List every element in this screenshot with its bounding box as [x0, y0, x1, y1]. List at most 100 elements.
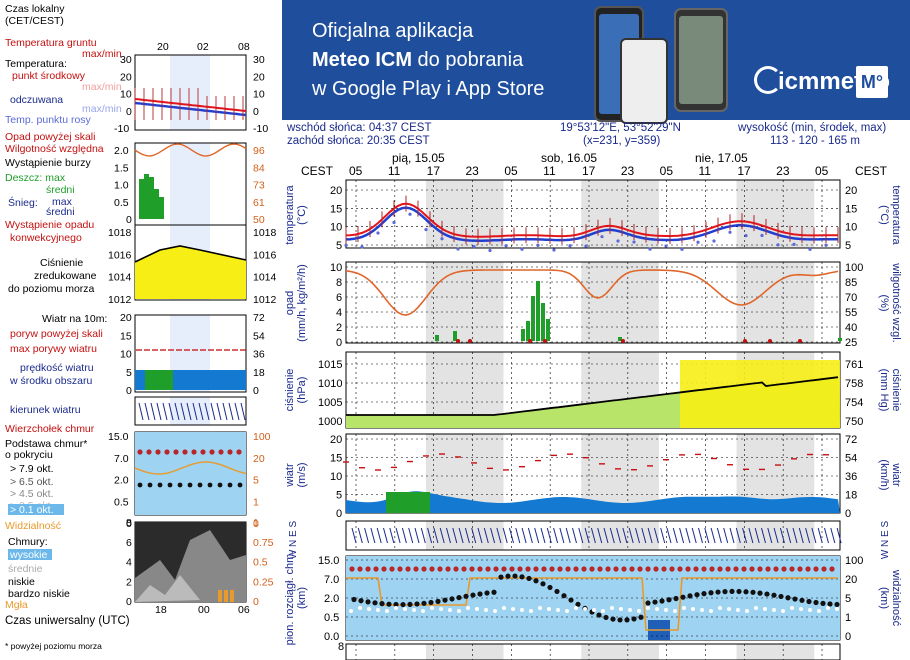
- legend-wind-arrow: [216, 402, 222, 421]
- cloud-base-dot-light: [664, 608, 668, 612]
- cloud-top-dot: [613, 566, 619, 572]
- legend-tick: 18: [253, 367, 265, 379]
- cloud-base-dot: [638, 614, 644, 620]
- logo-icon: [754, 66, 782, 94]
- cloud-base-dot-light: [529, 609, 533, 613]
- cloud-base-dot: [659, 598, 665, 604]
- cloud-base-dot: [820, 600, 826, 606]
- y-tick-left: 4: [336, 307, 342, 319]
- cloud-top-dot: [389, 566, 395, 572]
- y-tick-right: 25: [845, 337, 857, 349]
- wind-arrow: [389, 527, 395, 544]
- cloud-base-dot: [561, 593, 567, 599]
- fog-area: [648, 620, 670, 640]
- wind-arrow: [464, 527, 470, 544]
- y-tick-left: 7.0: [324, 574, 339, 586]
- legend-tick: 1018: [253, 227, 277, 239]
- legend-rain-bar: [149, 177, 154, 219]
- app-promo-banner[interactable]: Oficjalna aplikacja Meteo ICM do pobrani…: [282, 0, 910, 124]
- cloud-top-dot: [541, 566, 547, 572]
- cloud-base-dot: [799, 597, 805, 603]
- cloud-base-dot: [645, 600, 651, 606]
- legend-precip-above: Opad powyżej skali: [5, 131, 96, 143]
- banner-line-2: Meteo ICM do pobrania: [312, 49, 523, 72]
- cloud-base-dot: [834, 601, 840, 608]
- legend-footnote: * powyżej poziomu morza: [5, 641, 102, 651]
- hour-tick: 05: [504, 164, 518, 178]
- cloud-base-dot: [568, 597, 574, 603]
- cloud-top-dot: [765, 566, 771, 572]
- cloud-base-dot: [589, 609, 595, 615]
- cloud-base-dot: [358, 598, 364, 604]
- cloud-base-dot: [477, 591, 483, 597]
- cloud-top-dot: [437, 566, 443, 572]
- legend-low: niskie: [8, 576, 35, 588]
- dew-point-dot: [520, 247, 524, 251]
- cloud-base-dot: [792, 596, 798, 602]
- temp-line: [345, 202, 838, 238]
- axis-label-right: widzialność: [890, 569, 902, 627]
- banner-brand: Meteo ICM: [312, 49, 412, 71]
- wind-arrow: [836, 527, 842, 544]
- cloud-base-dot-light: [394, 606, 398, 610]
- legend-panel-frame: [134, 314, 247, 393]
- legend-tick: 84: [253, 162, 265, 174]
- cloud-base-dot-light: [781, 609, 785, 613]
- legend-wind-arrow: [168, 402, 174, 421]
- wind-arrow: [773, 527, 779, 544]
- wind-arrow: [540, 527, 546, 544]
- y-tick-right: 754: [845, 397, 863, 409]
- legend-humidity: Wilgotność względna: [5, 143, 104, 155]
- rain-bar: [526, 321, 530, 341]
- legend-visibility-line: [134, 461, 247, 475]
- dew-point-dot: [456, 247, 460, 251]
- y-tick-right: 70: [845, 292, 857, 304]
- cloud-base-dot: [351, 596, 357, 603]
- day-label: sob, 16.05: [541, 151, 597, 165]
- dew-point-dot: [376, 231, 380, 235]
- y-tick-left: 15: [330, 203, 342, 215]
- cloud-top-dot: [653, 566, 659, 572]
- legend-tick: 0: [126, 106, 132, 118]
- wind-speed-fill: [346, 491, 840, 513]
- legend-ground-temp: Temperatura gruntu: [5, 37, 97, 49]
- cloud-base-dot: [463, 593, 469, 599]
- legend-tick: 7.0: [114, 453, 129, 465]
- cloud-base-dot-light: [754, 606, 758, 610]
- wind-arrow: [647, 527, 653, 544]
- cloud-base-dot-light: [565, 609, 569, 613]
- cloud-top-dot: [429, 566, 435, 572]
- cloud-base-dot-light: [619, 607, 623, 611]
- legend-mid-clouds: średnie: [8, 563, 43, 575]
- legend-wind-arrow: [222, 402, 228, 421]
- wind-arrow: [351, 527, 357, 544]
- axis-label-left: opad: [284, 291, 296, 315]
- axis-label-right: (km): [878, 587, 890, 609]
- legend-cloud-base-dot: [217, 482, 223, 488]
- cloud-base-dot: [666, 597, 672, 603]
- legend-tick: 1.0: [114, 180, 129, 192]
- y-tick-left: 15: [330, 453, 342, 465]
- legend-mid-point: punkt środkowy: [12, 70, 85, 82]
- hour-tick: 11: [543, 164, 556, 178]
- wind-arrow: [471, 527, 477, 544]
- legend-max-min-1: max/min: [82, 81, 122, 93]
- legend-tick: 61: [253, 197, 265, 209]
- axis-label-right: (°C): [878, 205, 890, 225]
- y-tick-right: 761: [845, 359, 863, 371]
- legend-wind-arrow: [180, 402, 186, 421]
- cloud-base-dot: [785, 595, 791, 601]
- legend-wind-arrow: [234, 402, 240, 421]
- rain-bar: [838, 338, 842, 341]
- dew-point-dot: [680, 247, 684, 251]
- night-band: [581, 352, 659, 428]
- legend-wind-arrow: [198, 402, 204, 421]
- y-tick-right: 750: [845, 416, 863, 428]
- cloud-base-dot: [729, 588, 735, 595]
- wind-arrow: [798, 527, 804, 544]
- dew-point-dot: [552, 248, 556, 252]
- y-tick-right: 20: [845, 574, 857, 586]
- cloud-top-dot: [597, 566, 603, 572]
- wind-arrow: [534, 527, 540, 544]
- coordinates-text: 19°53'12"E, 53°52'29"N: [560, 122, 681, 134]
